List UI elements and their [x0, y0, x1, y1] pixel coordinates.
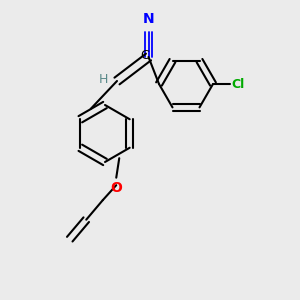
- Text: H: H: [99, 73, 108, 86]
- Text: C: C: [140, 49, 149, 62]
- Text: N: N: [143, 12, 154, 26]
- Text: Cl: Cl: [231, 77, 244, 91]
- Text: O: O: [110, 181, 122, 195]
